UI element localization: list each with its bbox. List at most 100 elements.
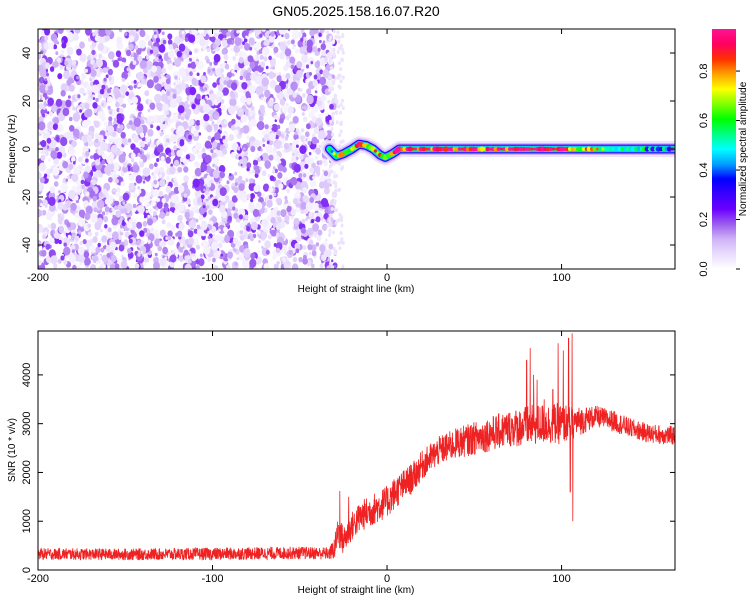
noise-speckle <box>301 105 304 109</box>
noise-speckle <box>302 141 306 146</box>
noise-speckle <box>53 38 58 45</box>
noise-speckle <box>337 188 340 192</box>
noise-speckle <box>151 65 158 73</box>
noise-speckle <box>70 234 75 240</box>
noise-speckle <box>226 31 231 37</box>
noise-speckle <box>228 105 236 115</box>
noise-speckle <box>284 136 289 141</box>
noise-speckle <box>243 226 247 230</box>
noise-speckle <box>165 110 170 116</box>
noise-speckle <box>313 202 320 211</box>
noise-speckle <box>279 117 284 124</box>
noise-speckle <box>221 221 225 226</box>
noise-speckle <box>207 257 211 263</box>
noise-speckle <box>154 93 162 103</box>
noise-speckle <box>212 141 218 148</box>
noise-speckle <box>215 46 220 52</box>
noise-speckle <box>89 238 94 244</box>
noise-speckle <box>122 192 130 201</box>
noise-speckle <box>124 32 128 36</box>
noise-speckle <box>189 51 192 56</box>
noise-speckle <box>72 229 76 233</box>
noise-speckle <box>97 134 104 143</box>
signal-peak <box>474 146 479 152</box>
noise-speckle <box>81 159 86 165</box>
noise-speckle <box>68 189 76 200</box>
noise-speckle <box>329 119 333 124</box>
noise-speckle <box>212 82 218 88</box>
noise-speckle <box>275 223 282 231</box>
noise-speckle <box>262 183 270 192</box>
noise-speckle <box>200 194 205 200</box>
noise-speckle <box>162 129 166 134</box>
noise-speckle <box>340 237 344 242</box>
noise-speckle <box>70 202 77 211</box>
noise-speckle <box>90 155 94 160</box>
noise-speckle <box>84 68 89 73</box>
signal-peak <box>332 152 336 156</box>
noise-speckle <box>170 151 175 157</box>
noise-speckle <box>187 101 191 105</box>
noise-speckle <box>147 214 150 218</box>
noise-speckle <box>100 108 104 112</box>
noise-speckle <box>338 61 341 66</box>
noise-speckle <box>126 49 132 57</box>
noise-speckle <box>74 212 80 219</box>
noise-speckle <box>322 218 326 222</box>
noise-speckle <box>308 110 315 119</box>
noise-speckle <box>323 187 330 195</box>
noise-speckle <box>165 211 170 217</box>
noise-speckle <box>135 175 143 184</box>
y-tick-label: 1000 <box>21 509 33 533</box>
noise-speckle <box>302 257 308 265</box>
noise-speckle <box>340 223 344 228</box>
signal-peak <box>421 146 427 152</box>
noise-speckle <box>84 165 91 174</box>
noise-speckle <box>212 169 220 179</box>
noise-speckle <box>312 176 315 180</box>
noise-speckle <box>166 90 171 96</box>
signal-peak <box>499 147 504 151</box>
noise-speckle <box>259 104 265 112</box>
noise-speckle <box>334 188 338 193</box>
noise-speckle <box>67 175 71 179</box>
noise-speckle <box>120 181 126 187</box>
noise-speckle <box>92 195 97 202</box>
noise-speckle <box>188 134 192 140</box>
noise-speckle <box>233 105 239 111</box>
noise-speckle <box>58 199 62 204</box>
noise-speckle <box>178 222 185 231</box>
noise-speckle <box>303 173 307 178</box>
noise-speckle <box>121 221 126 227</box>
noise-speckle <box>122 165 129 173</box>
noise-speckle <box>102 67 108 74</box>
noise-speckle <box>53 44 58 50</box>
noise-speckle <box>259 33 263 38</box>
signal-peak <box>598 147 602 151</box>
noise-speckle <box>78 156 83 163</box>
signal-peak <box>614 146 620 152</box>
noise-speckle <box>306 177 310 182</box>
noise-speckle <box>245 35 248 39</box>
noise-speckle <box>106 252 111 258</box>
noise-speckle <box>305 64 310 69</box>
noise-speckle <box>122 201 126 205</box>
noise-speckle <box>193 48 199 54</box>
noise-speckle <box>150 227 154 232</box>
noise-speckle <box>206 124 213 133</box>
noise-speckle <box>328 88 332 93</box>
noise-speckle <box>213 32 219 38</box>
noise-speckle <box>246 226 250 231</box>
noise-speckle <box>128 43 134 51</box>
noise-speckle <box>281 105 288 114</box>
noise-speckle <box>311 244 317 252</box>
noise-speckle <box>260 231 268 240</box>
noise-speckle <box>79 53 87 63</box>
noise-speckle <box>57 29 64 34</box>
noise-speckle <box>228 96 231 100</box>
noise-speckle <box>319 263 324 269</box>
noise-speckle <box>77 94 81 99</box>
noise-speckle <box>94 69 102 78</box>
noise-speckle <box>40 140 47 148</box>
noise-speckle <box>331 265 335 269</box>
